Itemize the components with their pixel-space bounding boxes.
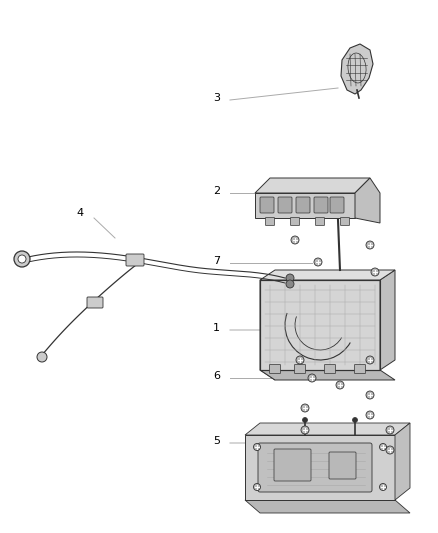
Polygon shape	[245, 500, 410, 513]
Polygon shape	[255, 178, 370, 193]
Circle shape	[379, 443, 386, 450]
Text: 3: 3	[213, 93, 220, 103]
FancyBboxPatch shape	[296, 197, 310, 213]
FancyBboxPatch shape	[325, 365, 336, 374]
Circle shape	[386, 426, 394, 434]
Circle shape	[366, 411, 374, 419]
Polygon shape	[260, 280, 275, 380]
FancyBboxPatch shape	[87, 297, 103, 308]
Text: 1: 1	[213, 323, 220, 333]
FancyBboxPatch shape	[329, 452, 356, 479]
Circle shape	[353, 417, 357, 423]
FancyBboxPatch shape	[315, 217, 325, 225]
Circle shape	[366, 356, 374, 364]
Text: 6: 6	[213, 371, 220, 381]
Polygon shape	[260, 270, 395, 280]
FancyBboxPatch shape	[314, 197, 328, 213]
Circle shape	[301, 426, 309, 434]
FancyBboxPatch shape	[269, 365, 280, 374]
Text: 5: 5	[213, 436, 220, 446]
Circle shape	[371, 268, 379, 276]
FancyBboxPatch shape	[294, 365, 305, 374]
FancyBboxPatch shape	[278, 197, 292, 213]
Circle shape	[254, 483, 261, 490]
Text: 7: 7	[213, 256, 220, 266]
FancyBboxPatch shape	[260, 197, 274, 213]
FancyBboxPatch shape	[274, 449, 311, 481]
Circle shape	[14, 251, 30, 267]
Circle shape	[314, 258, 322, 266]
Polygon shape	[245, 423, 410, 435]
Polygon shape	[260, 370, 395, 380]
Circle shape	[301, 404, 309, 412]
FancyBboxPatch shape	[290, 217, 300, 225]
Polygon shape	[355, 178, 380, 223]
Polygon shape	[341, 44, 373, 94]
Polygon shape	[245, 435, 395, 500]
FancyBboxPatch shape	[258, 443, 372, 492]
Polygon shape	[260, 280, 380, 370]
FancyBboxPatch shape	[330, 197, 344, 213]
Circle shape	[366, 241, 374, 249]
Circle shape	[296, 356, 304, 364]
Circle shape	[308, 374, 316, 382]
Polygon shape	[395, 423, 410, 500]
Polygon shape	[380, 270, 395, 370]
Circle shape	[254, 443, 261, 450]
Text: 2: 2	[213, 186, 220, 196]
Circle shape	[336, 381, 344, 389]
Circle shape	[303, 417, 307, 423]
FancyBboxPatch shape	[265, 217, 275, 225]
Polygon shape	[255, 193, 355, 218]
Circle shape	[286, 280, 294, 288]
Circle shape	[379, 483, 386, 490]
Circle shape	[286, 274, 294, 282]
FancyBboxPatch shape	[340, 217, 350, 225]
Circle shape	[386, 446, 394, 454]
Circle shape	[18, 255, 26, 263]
Circle shape	[291, 236, 299, 244]
FancyBboxPatch shape	[126, 254, 144, 266]
Circle shape	[37, 352, 47, 362]
Text: 4: 4	[77, 208, 84, 218]
Circle shape	[366, 391, 374, 399]
FancyBboxPatch shape	[354, 365, 365, 374]
